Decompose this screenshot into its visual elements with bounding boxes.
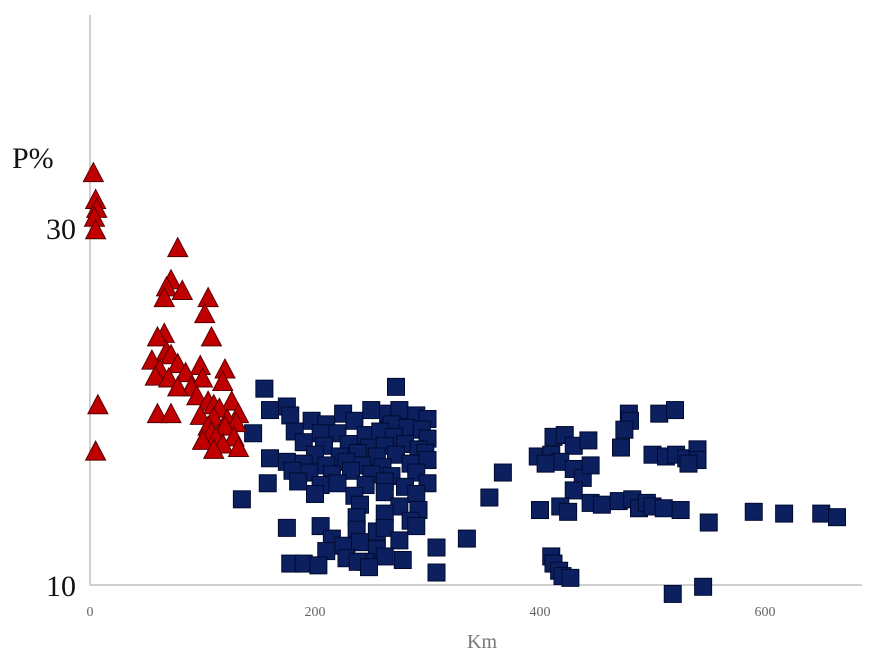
square-point: [375, 518, 394, 537]
square-point: [261, 401, 279, 420]
triangle-point: [174, 361, 197, 383]
triangle-point: [189, 404, 212, 425]
triangle-point: [191, 366, 214, 388]
triangle-point: [186, 384, 208, 406]
square-point: [281, 406, 300, 425]
y-tick-label: 10: [46, 570, 76, 603]
square-point: [351, 533, 369, 552]
y-axis-label: P%: [12, 142, 54, 175]
square-point: [650, 404, 669, 423]
tick-labels: 0 200 400 600 10 30: [46, 213, 776, 620]
triangle-point: [171, 279, 194, 300]
square-point: [375, 483, 394, 502]
square-point: [579, 431, 598, 450]
triangle-point: [227, 436, 250, 458]
square-point: [493, 463, 512, 482]
triangle-point: [146, 325, 169, 347]
triangle-point: [84, 218, 107, 240]
square-point: [387, 377, 405, 396]
square-point: [375, 547, 394, 566]
square-point: [393, 551, 412, 570]
square-point: [390, 531, 409, 550]
square-point: [663, 584, 682, 603]
square-point: [480, 488, 499, 507]
square-point: [244, 424, 263, 443]
square-point: [615, 420, 634, 439]
square-point: [581, 456, 600, 475]
x-tick-label: 200: [305, 605, 326, 620]
square-point: [277, 518, 296, 537]
square-point: [775, 504, 794, 523]
square-point: [564, 481, 583, 500]
square-point: [261, 449, 279, 468]
plot-area: [82, 161, 846, 603]
triangle-point: [84, 440, 107, 461]
x-tick-label: 400: [530, 605, 551, 620]
square-point: [258, 474, 277, 493]
square-point: [694, 577, 713, 596]
triangle-point: [197, 286, 219, 308]
triangle-point: [200, 325, 223, 347]
square-point: [531, 501, 549, 520]
triangle-point: [166, 375, 189, 397]
square-series: [232, 377, 846, 603]
square-point: [360, 558, 378, 577]
triangle-point: [82, 161, 105, 183]
triangle-point: [160, 402, 182, 424]
square-point: [328, 474, 347, 493]
triangle-point: [166, 236, 189, 258]
square-point: [232, 490, 251, 509]
x-tick-label: 0: [87, 605, 94, 620]
triangle-point: [146, 402, 169, 424]
square-point: [699, 513, 718, 532]
square-point: [671, 501, 690, 520]
square-point: [536, 454, 555, 473]
square-point: [289, 472, 308, 491]
square-point: [828, 508, 846, 527]
square-point: [407, 517, 426, 536]
square-point: [457, 529, 476, 548]
x-axis-label: Km: [467, 631, 497, 653]
square-point: [407, 484, 426, 503]
triangle-point: [191, 429, 214, 450]
square-point: [362, 401, 381, 420]
y-tick-label: 30: [46, 213, 76, 246]
square-point: [345, 411, 364, 430]
square-point: [255, 379, 274, 398]
square-point: [612, 438, 630, 457]
square-point: [561, 568, 580, 587]
square-point: [342, 461, 360, 480]
square-point: [666, 401, 684, 420]
triangle-point: [202, 438, 225, 459]
axes: [89, 15, 862, 586]
square-point: [309, 556, 328, 575]
square-point: [427, 538, 446, 557]
square-point: [812, 504, 831, 523]
square-point: [427, 563, 446, 582]
square-point: [654, 499, 673, 518]
triangle-point: [144, 365, 167, 386]
square-point: [679, 454, 698, 473]
x-tick-label: 600: [755, 605, 776, 620]
square-point: [592, 495, 611, 514]
triangle-point: [157, 366, 180, 388]
square-point: [306, 484, 324, 503]
square-point: [744, 502, 763, 521]
square-point: [559, 502, 578, 521]
triangle-point: [214, 415, 236, 436]
triangle-series: [82, 161, 250, 461]
triangle-point: [211, 370, 234, 392]
triangle-point: [87, 393, 109, 415]
triangle-point: [153, 286, 176, 308]
triangle-point: [193, 302, 216, 324]
triangle-point: [220, 390, 243, 411]
